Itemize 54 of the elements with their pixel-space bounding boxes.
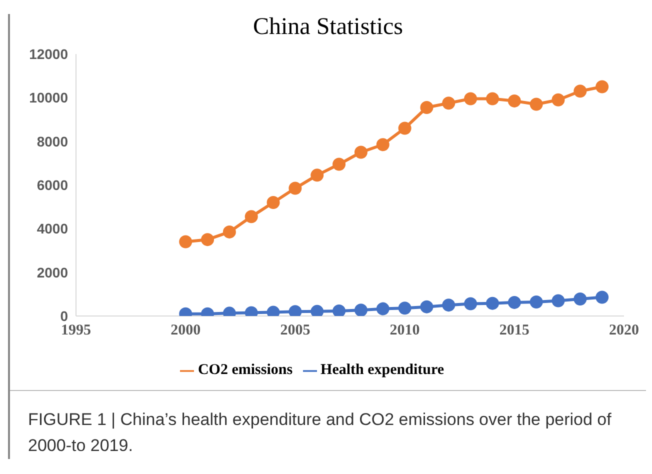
point bbox=[596, 80, 609, 94]
y-tick-label: 0 bbox=[60, 308, 68, 324]
legend-label: Health expenditure bbox=[320, 362, 444, 378]
x-tick-label: 2000 bbox=[170, 322, 201, 339]
point bbox=[486, 296, 499, 310]
point bbox=[574, 84, 587, 98]
point bbox=[354, 304, 368, 316]
point bbox=[530, 296, 543, 309]
point bbox=[288, 182, 302, 195]
x-tick-label: 2020 bbox=[609, 322, 639, 339]
point bbox=[398, 122, 412, 135]
point bbox=[420, 300, 434, 314]
point bbox=[420, 100, 434, 114]
point bbox=[552, 93, 565, 106]
caption: FIGURE 1 | China’s health expenditure and CO2 emissions over the period of 2000-to 2019. bbox=[10, 390, 646, 459]
point bbox=[354, 146, 368, 159]
point bbox=[508, 94, 521, 108]
y-tick-label: 4000 bbox=[36, 220, 68, 237]
point bbox=[266, 306, 280, 316]
y-tick-label: 12000 bbox=[29, 46, 68, 62]
y-tick-label: 6000 bbox=[36, 176, 68, 193]
point bbox=[310, 168, 324, 182]
y-tick-label: 8000 bbox=[36, 133, 68, 150]
point bbox=[442, 298, 456, 312]
point bbox=[179, 235, 192, 248]
x-tick-label: 2005 bbox=[280, 322, 310, 339]
y-tick-label: 2000 bbox=[36, 264, 68, 280]
point bbox=[596, 290, 609, 304]
chart-title: China Statistics bbox=[252, 14, 404, 42]
x-tick-label: 2010 bbox=[390, 322, 420, 339]
point bbox=[530, 98, 543, 111]
point bbox=[376, 302, 390, 316]
y-tick-label: 10000 bbox=[29, 90, 68, 106]
point bbox=[201, 233, 214, 246]
point bbox=[244, 210, 258, 224]
point bbox=[332, 304, 346, 316]
point bbox=[222, 225, 236, 238]
point bbox=[464, 92, 478, 106]
x-tick-label: 1995 bbox=[61, 322, 91, 339]
point bbox=[398, 302, 412, 315]
point bbox=[266, 196, 280, 209]
point bbox=[552, 294, 565, 308]
legend-label: CO2 emissions bbox=[198, 362, 293, 378]
x-tick-label: 2015 bbox=[499, 322, 530, 339]
point bbox=[310, 304, 324, 316]
point bbox=[574, 292, 587, 306]
point bbox=[442, 96, 456, 110]
point bbox=[332, 158, 346, 171]
point bbox=[464, 297, 478, 310]
point bbox=[376, 138, 390, 152]
point bbox=[486, 92, 499, 106]
point bbox=[244, 306, 258, 316]
point bbox=[288, 305, 302, 316]
point bbox=[508, 296, 521, 309]
